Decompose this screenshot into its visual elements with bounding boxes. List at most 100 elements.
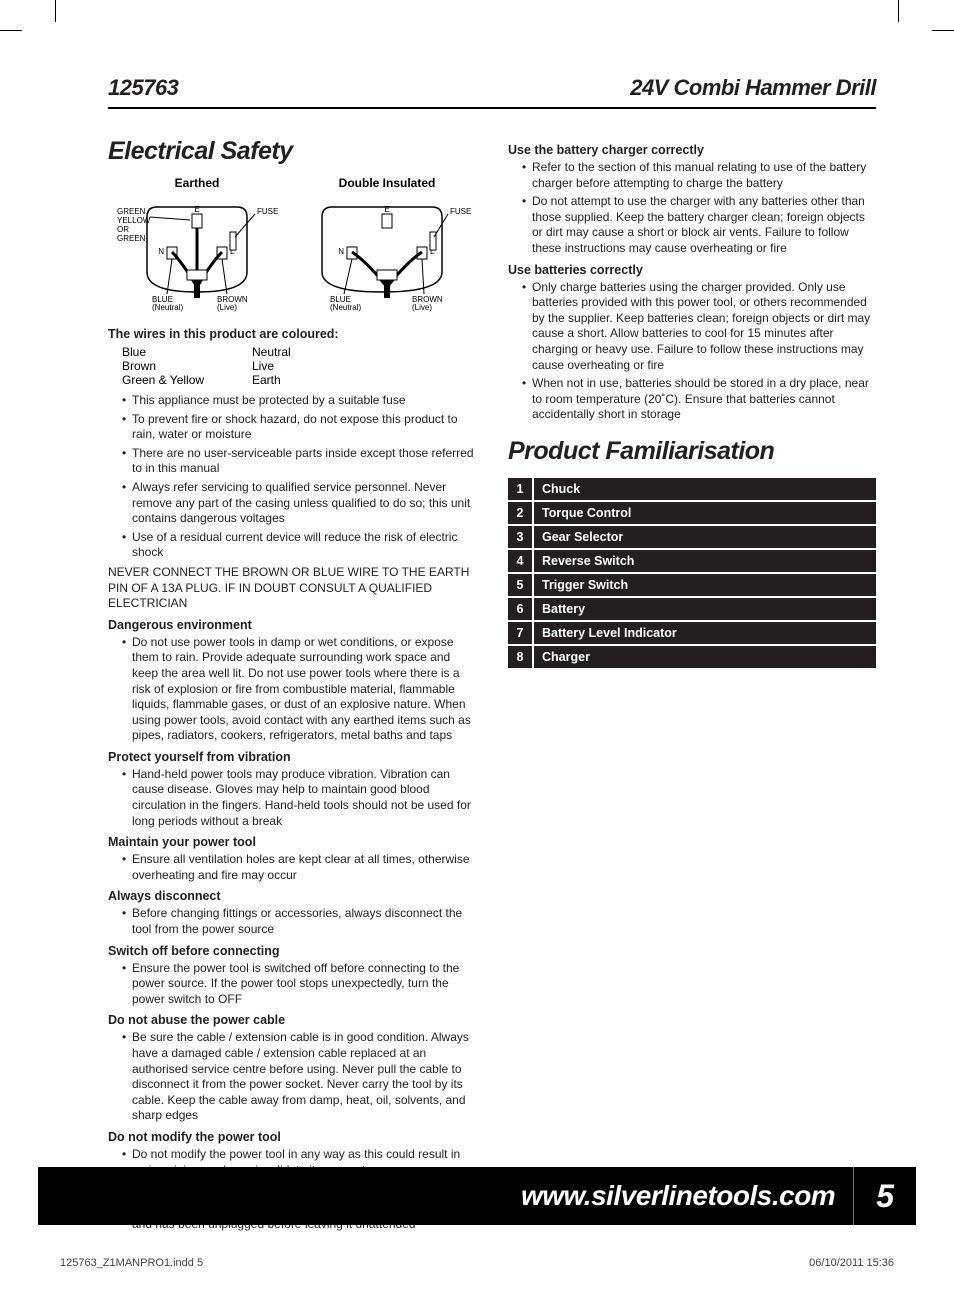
part-name: Trigger Switch [534,574,876,596]
subsection-heading: Use batteries correctly [508,263,876,277]
slug-file: 125763_Z1MANPRO1.indd 5 [60,1257,203,1269]
svg-text:E: E [384,205,389,214]
subsection-bullets: Refer to the section of this manual rela… [508,160,876,257]
subsection-bullets: Do not use power tools in damp or wet co… [108,635,476,744]
crop-marks [0,0,954,40]
right-column: Use the battery charger correctly Refer t… [508,137,876,1236]
wire-row: BlueNeutral [122,345,476,359]
bullet-item: Refer to the section of this manual rela… [522,160,876,191]
wire-colour-table: BlueNeutralBrownLiveGreen & YellowEarth [122,345,476,387]
bullet-item: This appliance must be protected by a su… [122,393,476,409]
part-row: 4Reverse Switch [508,550,876,572]
part-name: Torque Control [534,502,876,524]
part-number: 1 [508,478,534,500]
double-insulated-plug-diagram: Double Insulated E N L [302,176,472,317]
earthed-plug-icon: E N L GREEN / YELLOW OR GR [112,192,282,312]
svg-text:N: N [158,247,164,256]
two-column-layout: Electrical Safety Earthed E N L [108,137,876,1236]
bullet-item: Hand-held power tools may produce vibrat… [122,767,476,829]
svg-text:YELLOW: YELLOW [117,216,151,225]
part-number: 2 [508,502,534,524]
part-row: 3Gear Selector [508,526,876,548]
double-insulated-plug-icon: E N L FUSE BLUE (Neutral) [302,192,472,312]
bullet-item: Do not use power tools in damp or wet co… [122,635,476,744]
svg-text:OR: OR [117,225,129,234]
earthed-plug-diagram: Earthed E N L [112,176,282,317]
part-name: Battery [534,598,876,620]
page-header: 125763 24V Combi Hammer Drill [108,75,876,109]
diagram-title-earthed: Earthed [112,176,282,190]
part-row: 2Torque Control [508,502,876,524]
subsection-bullets: Ensure the power tool is switched off be… [108,961,476,1008]
subsection-bullets: Before changing fittings or accessories,… [108,906,476,937]
part-number: 5 [508,574,534,596]
subsection-bullets: Be sure the cable / extension cable is i… [108,1030,476,1124]
right-subsections: Use the battery charger correctly Refer t… [508,143,876,423]
bullet-item: Be sure the cable / extension cable is i… [122,1030,476,1124]
part-number: 7 [508,622,534,644]
subsection-bullets: Ensure all ventilation holes are kept cl… [108,852,476,883]
part-name: Charger [534,646,876,668]
bullet-item: Ensure the power tool is switched off be… [122,961,476,1008]
part-row: 8Charger [508,646,876,668]
part-name: Reverse Switch [534,550,876,572]
section-heading-familiarisation: Product Familiarisation [508,437,876,466]
subsection-heading: Switch off before connecting [108,944,476,958]
wire-role: Neutral [252,345,291,359]
wire-row: BrownLive [122,359,476,373]
footer-bar: www.silverlinetools.com 5 [38,1167,916,1225]
wires-heading: The wires in this product are coloured: [108,327,476,341]
bullet-item: Ensure all ventilation holes are kept cl… [122,852,476,883]
svg-text:FUSE: FUSE [257,207,278,216]
wire-role: Live [252,359,274,373]
svg-text:N: N [338,247,344,256]
wire-role: Earth [252,373,281,387]
subsection-heading: Do not abuse the power cable [108,1013,476,1027]
part-number: 3 [508,526,534,548]
subsection-bullets: Only charge batteries using the charger … [508,280,876,423]
part-number: 4 [508,550,534,572]
bullet-item: Use of a residual current device will re… [122,530,476,561]
svg-text:GREEN /: GREEN / [117,207,151,216]
bullet-item: To prevent fire or shock hazard, do not … [122,412,476,443]
subsection-heading: Always disconnect [108,889,476,903]
diagram-title-double: Double Insulated [302,176,472,190]
section-heading-electrical: Electrical Safety [108,137,476,166]
bullet-item: When not in use, batteries should be sto… [522,376,876,423]
part-row: 1Chuck [508,478,876,500]
svg-text:E: E [194,205,199,214]
part-row: 5Trigger Switch [508,574,876,596]
slug-date: 06/10/2011 15:36 [809,1257,894,1269]
wire-colour: Green & Yellow [122,373,252,387]
part-number: 6 [508,598,534,620]
part-name: Chuck [534,478,876,500]
subsection-heading: Protect yourself from vibration [108,750,476,764]
svg-text:(Live): (Live) [217,303,237,312]
svg-text:FUSE: FUSE [450,207,471,216]
parts-table: 1Chuck2Torque Control3Gear Selector4Reve… [508,476,876,670]
product-title: 24V Combi Hammer Drill [630,75,876,101]
footer-url: www.silverlinetools.com [521,1180,853,1212]
wire-colour: Blue [122,345,252,359]
svg-text:GREEN: GREEN [117,234,146,243]
left-subsections: Dangerous environmentDo not use power to… [108,618,476,1233]
part-name: Battery Level Indicator [534,622,876,644]
content-area: 125763 24V Combi Hammer Drill Electrical… [108,75,876,1236]
warning-caps-note: NEVER CONNECT THE BROWN OR BLUE WIRE TO … [108,565,476,612]
subsection-heading: Use the battery charger correctly [508,143,876,157]
svg-text:(Live): (Live) [412,303,432,312]
left-column: Electrical Safety Earthed E N L [108,137,476,1236]
svg-text:(Neutral): (Neutral) [152,303,183,312]
page: 125763 24V Combi Hammer Drill Electrical… [0,0,954,1305]
part-name: Gear Selector [534,526,876,548]
part-row: 6Battery [508,598,876,620]
bullet-item: Always refer servicing to qualified serv… [122,480,476,527]
subsection-heading: Do not modify the power tool [108,1130,476,1144]
svg-text:(Neutral): (Neutral) [330,303,361,312]
slug-line: 125763_Z1MANPRO1.indd 5 06/10/2011 15:36 [60,1257,894,1269]
bullet-item: Only charge batteries using the charger … [522,280,876,374]
bullet-item: Do not attempt to use the charger with a… [522,194,876,256]
initial-bullet-list: This appliance must be protected by a su… [108,393,476,561]
part-row: 7Battery Level Indicator [508,622,876,644]
bullet-item: There are no user-serviceable parts insi… [122,446,476,477]
